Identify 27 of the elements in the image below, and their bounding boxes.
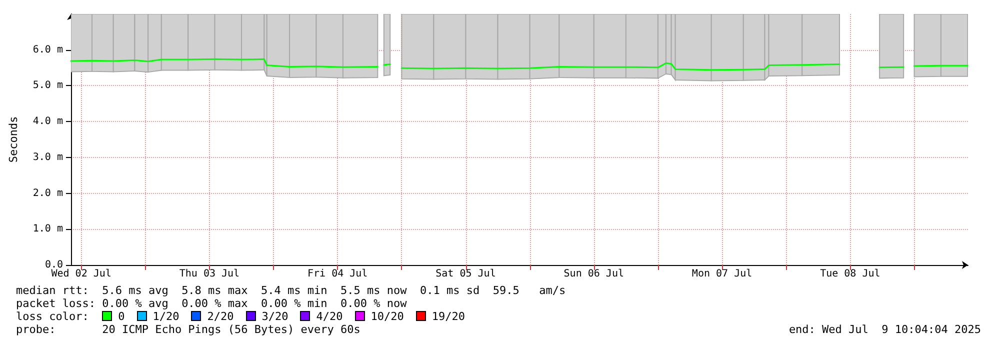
y-axis-title: Seconds [7, 116, 20, 163]
legend-label: 19/20 [430, 310, 465, 323]
x-tick-label: Tue 08 Jul [820, 268, 880, 280]
legend-label: 0 [117, 310, 125, 323]
text: end: Wed Jul 9 10:04:04 2025 [788, 323, 981, 336]
x-tick-label: Sun 06 Jul [564, 268, 624, 280]
legend-label: 3/20 [260, 310, 288, 323]
legend-title: loss color: [16, 310, 90, 323]
legend-label: 1/20 [152, 310, 180, 323]
text: median rtt: 5.6 ms avg 5.8 ms max 5.4 ms min 5.5 ms now 0.1 ms sd 59.5 am/s [16, 284, 567, 297]
y-tick-label: 0.0 [44, 260, 63, 270]
legend-label: 10/20 [370, 310, 404, 323]
y-tick-label: 5.0 m [32, 80, 63, 92]
x-tick-label: Sat 05 Jul [436, 268, 496, 280]
y-tick-label: 6.0 m [32, 44, 63, 56]
x-tick-label: Wed 02 Jul [51, 268, 112, 280]
x-tick-label: Thu 03 Jul [179, 268, 240, 280]
y-tick-label: 1.0 m [32, 224, 63, 235]
x-tick-label: Fri 04 Jul [308, 268, 368, 280]
text: packet loss: 0.00 % avg 0.00 % max 0.00 % min 0.00 % now [16, 297, 408, 310]
y-tick-label: 3.0 m [32, 152, 63, 163]
x-tick-label: Mon 07 Jul [692, 268, 752, 280]
y-tick-label: 4.0 m [32, 116, 63, 128]
legend-label: 2/20 [206, 310, 234, 323]
legend-label: 4/20 [315, 310, 343, 323]
text: probe: 20 ICMP Echo Pings (56 Bytes) every 60s [16, 323, 360, 336]
y-tick-label: 2.0 m [32, 188, 63, 199]
